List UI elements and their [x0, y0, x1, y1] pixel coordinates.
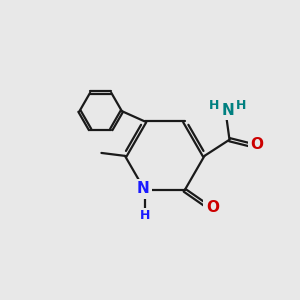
Text: N: N: [137, 181, 150, 196]
Text: H: H: [209, 99, 219, 112]
Text: H: H: [236, 99, 246, 112]
Text: N: N: [222, 103, 234, 118]
Text: H: H: [140, 209, 150, 222]
Text: O: O: [206, 200, 219, 215]
Text: O: O: [251, 137, 264, 152]
